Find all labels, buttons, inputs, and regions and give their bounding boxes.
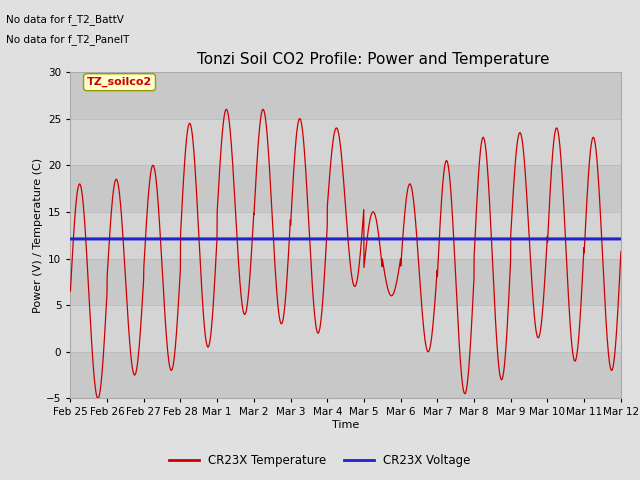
Bar <box>70 305 621 352</box>
Legend: CR23X Temperature, CR23X Voltage: CR23X Temperature, CR23X Voltage <box>164 449 476 472</box>
Text: No data for f_T2_BattV: No data for f_T2_BattV <box>6 14 124 25</box>
Y-axis label: Power (V) / Temperature (C): Power (V) / Temperature (C) <box>33 157 44 313</box>
X-axis label: Time: Time <box>332 420 359 430</box>
Bar <box>70 212 621 259</box>
Bar <box>70 352 621 398</box>
Text: No data for f_T2_PanelT: No data for f_T2_PanelT <box>6 34 130 45</box>
Bar <box>70 119 621 165</box>
Bar <box>70 72 621 119</box>
Bar <box>70 165 621 212</box>
Title: Tonzi Soil CO2 Profile: Power and Temperature: Tonzi Soil CO2 Profile: Power and Temper… <box>197 52 549 67</box>
Text: TZ_soilco2: TZ_soilco2 <box>87 77 152 87</box>
Bar <box>70 259 621 305</box>
